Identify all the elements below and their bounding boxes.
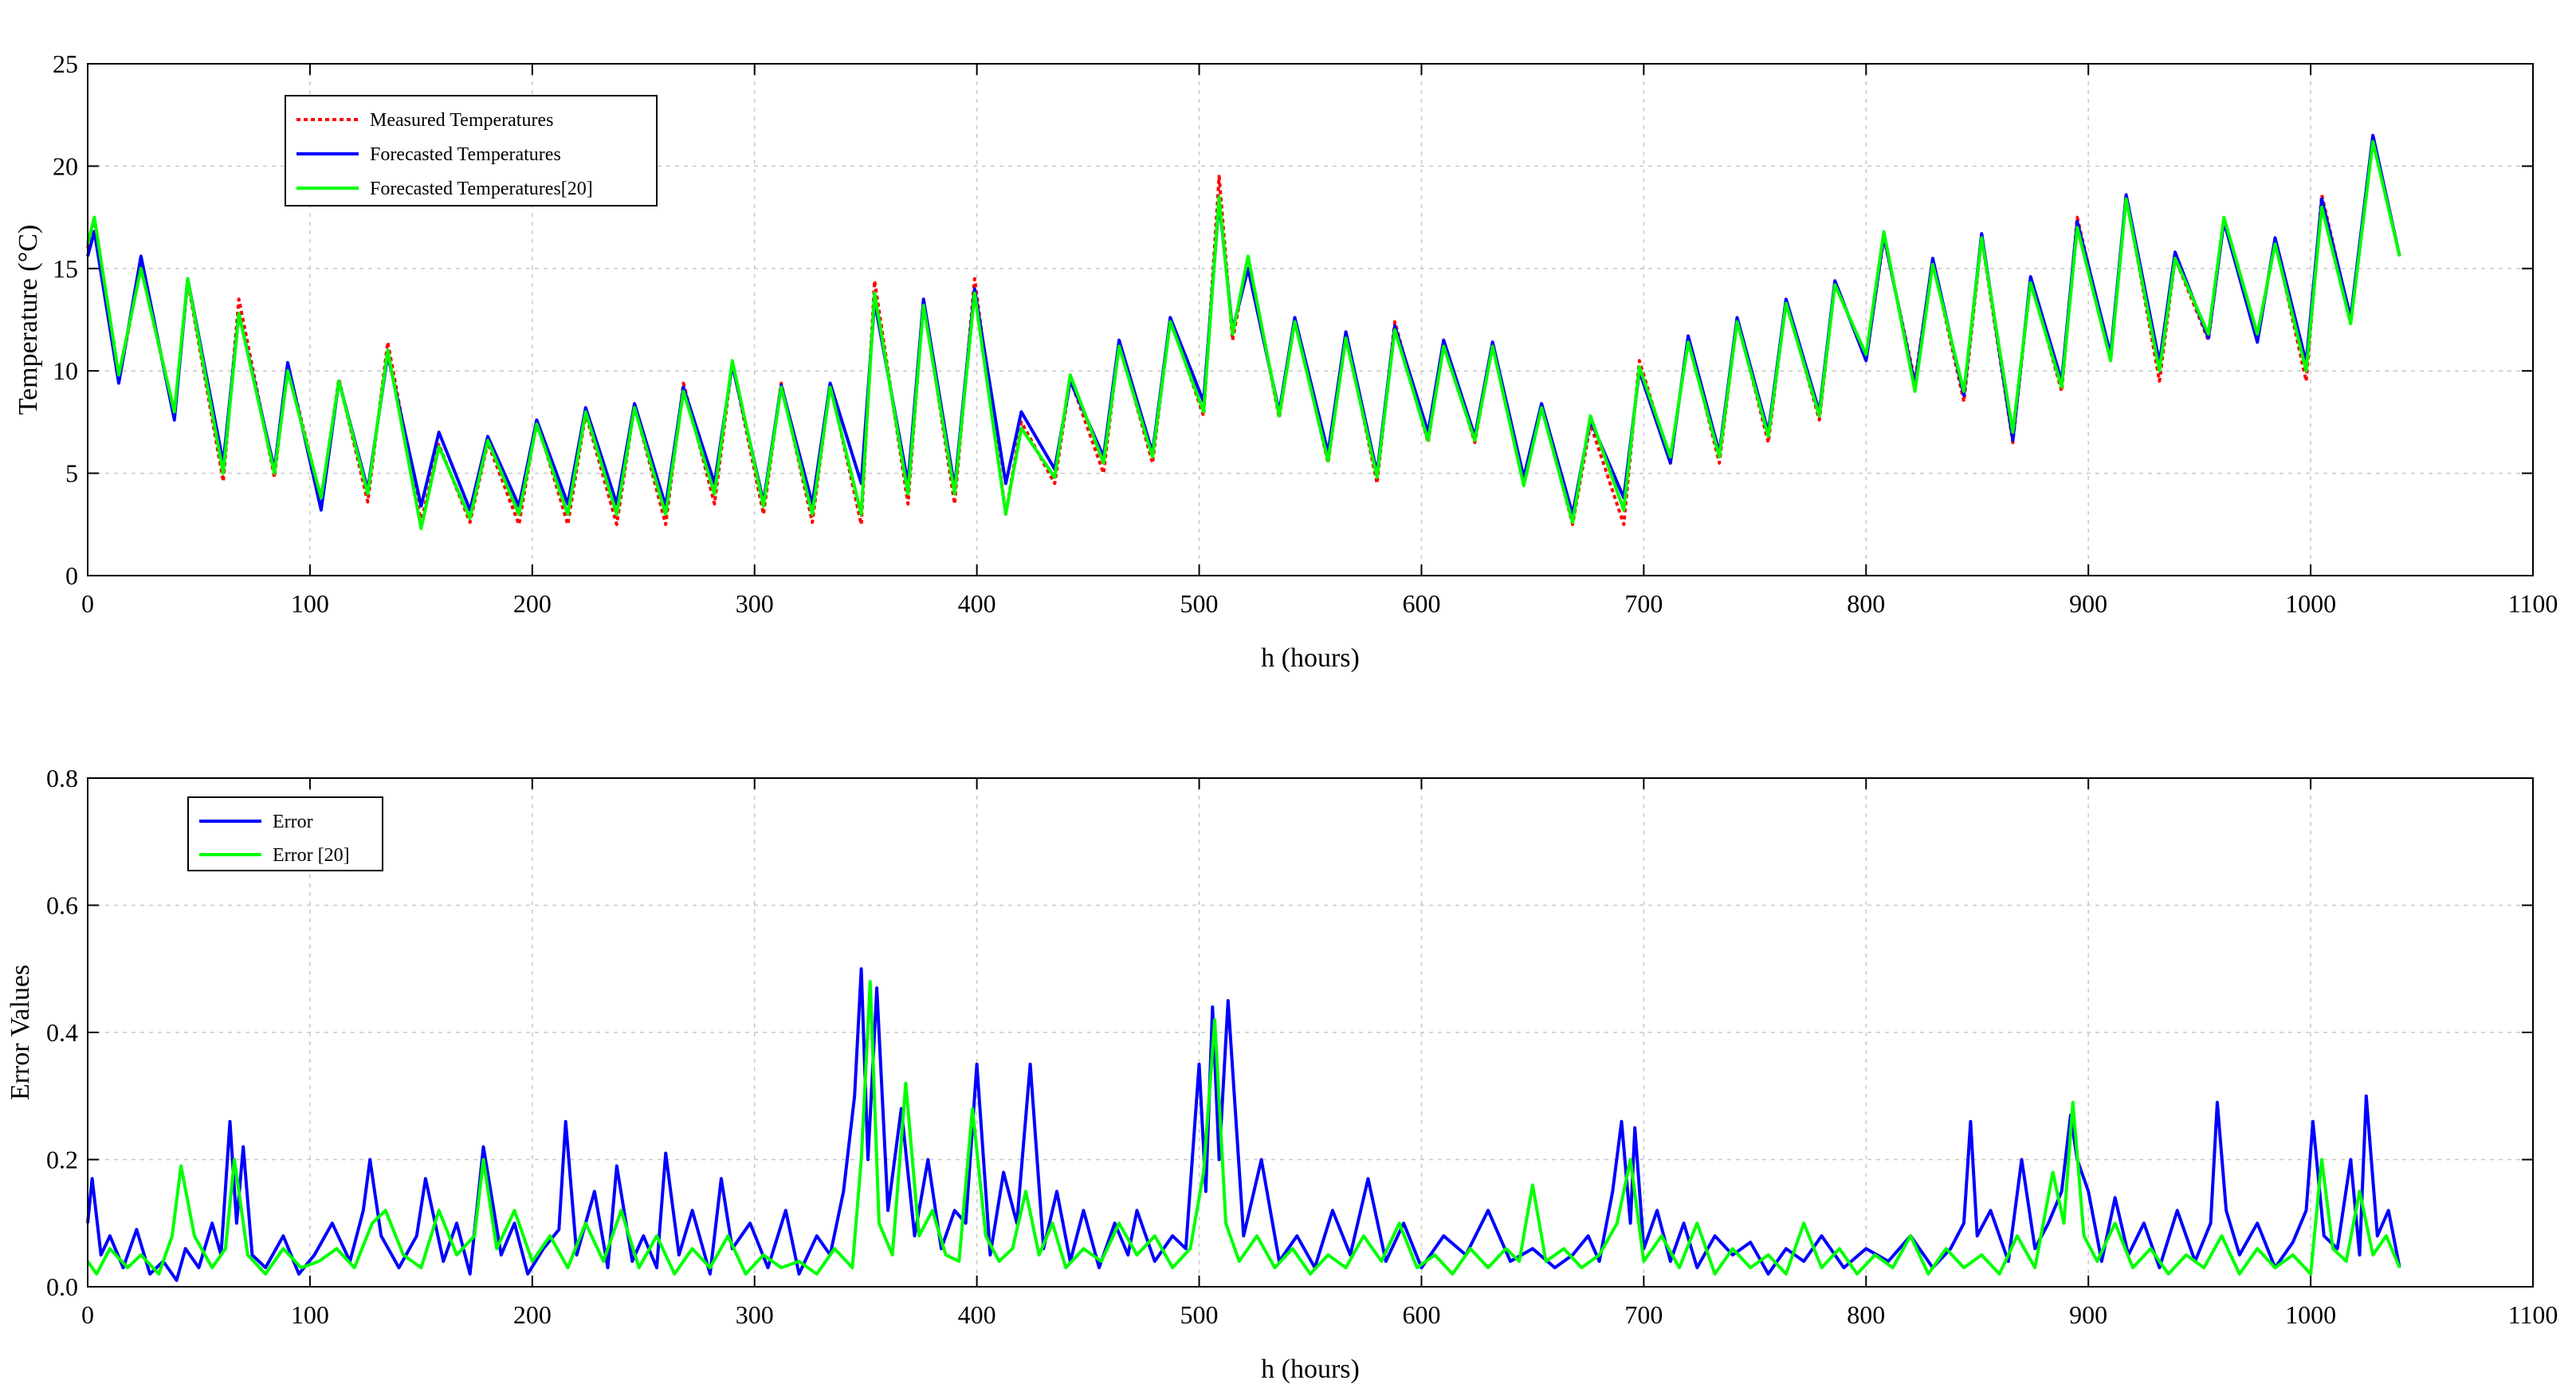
x-tick-label: 0 bbox=[81, 589, 94, 618]
x-tick-label: 900 bbox=[2069, 1300, 2107, 1329]
x-tick-label: 300 bbox=[736, 1300, 774, 1329]
y-tick-label: 0.6 bbox=[46, 891, 78, 920]
x-tick-label: 500 bbox=[1180, 589, 1219, 618]
x-tick-label: 800 bbox=[1847, 1300, 1885, 1329]
x-tick-label: 1100 bbox=[2508, 1300, 2558, 1329]
legend: Measured Temperatures Forecasted Temperat… bbox=[285, 95, 658, 206]
series-layer bbox=[86, 133, 2401, 530]
x-tick-label: 1000 bbox=[2285, 589, 2336, 618]
x-tick-label: 1100 bbox=[2508, 589, 2558, 618]
y-tick-label: 10 bbox=[53, 356, 78, 385]
y-axis-label: Temperature (°C) bbox=[14, 225, 43, 415]
x-tick-label: 100 bbox=[291, 589, 329, 618]
legend-label: Measured Temperatures bbox=[370, 110, 553, 131]
x-tick-label: 800 bbox=[1847, 589, 1885, 618]
grid-layer bbox=[88, 778, 2533, 1287]
x-tick-label: 100 bbox=[291, 1300, 329, 1329]
y-tick-label: 0.0 bbox=[46, 1272, 78, 1301]
x-tick-label: 600 bbox=[1402, 589, 1440, 618]
legend-label: Error bbox=[273, 812, 313, 832]
x-tick-label: 300 bbox=[736, 589, 774, 618]
y-tick-label: 15 bbox=[53, 254, 78, 283]
legend-label: Forecasted Temperatures[20] bbox=[370, 179, 593, 199]
x-tick-label: 200 bbox=[513, 1300, 552, 1329]
series-line-measured-temperatures bbox=[86, 133, 2401, 526]
y-tick-label: 0.8 bbox=[46, 764, 78, 792]
x-tick-label: 400 bbox=[958, 589, 996, 618]
y-tick-label: 25 bbox=[53, 49, 78, 78]
error-chart: 0 100 200 300 400 500 600 700 800 900 1000 1100 0.0 0… bbox=[6, 764, 2558, 1384]
y-tick-label: 0 bbox=[65, 561, 78, 590]
y-tick-label: 0.2 bbox=[46, 1146, 78, 1174]
y-axis-label: Error Values bbox=[6, 965, 35, 1100]
x-tick-label: 400 bbox=[958, 1300, 996, 1329]
x-axis-label: h (hours) bbox=[1261, 643, 1360, 673]
x-tick-label: 900 bbox=[2069, 589, 2107, 618]
legend-box bbox=[187, 796, 383, 871]
axes-box bbox=[87, 63, 2534, 576]
x-axis-label: h (hours) bbox=[1261, 1355, 1360, 1384]
x-tick-label: 500 bbox=[1180, 1300, 1219, 1329]
series-line-error-20 bbox=[86, 980, 2401, 1276]
series-line-forecasted-temperatures-20 bbox=[86, 140, 2401, 530]
x-tick-label: 600 bbox=[1402, 1300, 1440, 1329]
y-tick-label: 5 bbox=[65, 459, 78, 488]
x-tick-label: 700 bbox=[1624, 589, 1663, 618]
x-tick-label: 1000 bbox=[2285, 1300, 2336, 1329]
x-tick-label: 200 bbox=[513, 589, 552, 618]
y-tick-label: 20 bbox=[53, 151, 78, 180]
series-line-error bbox=[86, 967, 2401, 1282]
series-layer bbox=[86, 967, 2401, 1282]
legend-label: Error [20] bbox=[273, 845, 350, 866]
y-tick-label: 0.4 bbox=[46, 1018, 78, 1047]
legend-label: Forecasted Temperatures bbox=[370, 144, 561, 165]
ticks-layer: 0 100 200 300 400 500 600 700 800 900 1000 1100 0.0 0… bbox=[46, 764, 2558, 1329]
temperature-chart: 0 100 200 300 400 500 600 700 800 900 1000 1100 0 5 10… bbox=[14, 49, 2558, 673]
x-tick-label: 700 bbox=[1624, 1300, 1663, 1329]
x-tick-label: 0 bbox=[81, 1300, 94, 1329]
ticks-layer: 0 100 200 300 400 500 600 700 800 900 1000 1100 0 5 10… bbox=[53, 49, 2558, 618]
legend: Error Error [20] bbox=[187, 796, 383, 871]
